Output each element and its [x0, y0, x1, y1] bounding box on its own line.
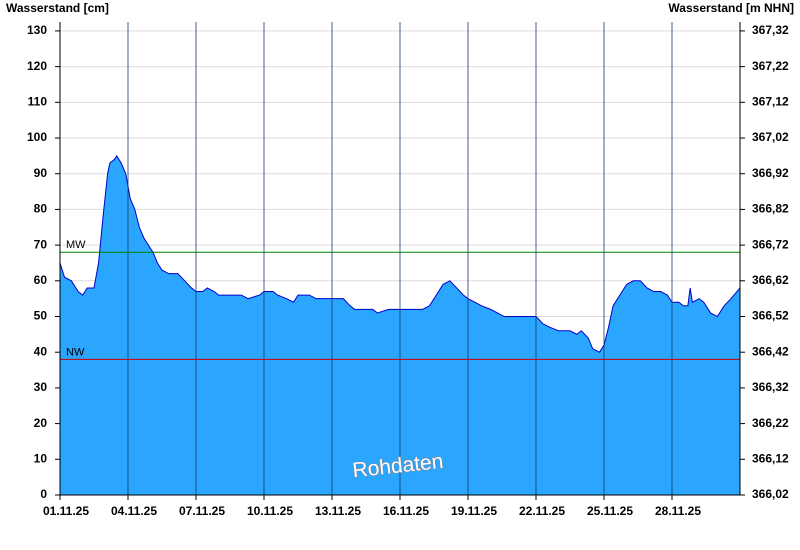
- y2-tick-label: 367,22: [752, 59, 789, 73]
- y2-tick-label: 366,22: [752, 416, 789, 430]
- y-tick-label: 90: [34, 166, 48, 180]
- y2-tick-label: 367,32: [752, 23, 789, 37]
- y-tick-label: 70: [34, 237, 48, 251]
- x-tick-label: 10.11.25: [247, 504, 293, 518]
- y-axis-title: Wasserstand [cm]: [6, 1, 109, 15]
- y2-tick-label: 366,62: [752, 273, 789, 287]
- x-tick-label: 22.11.25: [519, 504, 565, 518]
- y2-tick-label: 366,32: [752, 380, 789, 394]
- x-tick-label: 13.11.25: [315, 504, 361, 518]
- y-tick-label: 60: [34, 273, 48, 287]
- y-tick-label: 130: [27, 23, 47, 37]
- y2-tick-label: 366,52: [752, 309, 789, 323]
- y-tick-label: 10: [34, 451, 48, 465]
- reference-label: MW: [66, 239, 86, 251]
- y-tick-label: 100: [27, 130, 47, 144]
- y2-tick-label: 366,72: [752, 237, 789, 251]
- y2-tick-label: 367,02: [752, 130, 789, 144]
- y2-tick-label: 366,12: [752, 451, 789, 465]
- y2-tick-label: 367,12: [752, 94, 789, 108]
- y2-axis-title: Wasserstand [m NHN]: [668, 1, 794, 15]
- x-tick-label: 04.11.25: [111, 504, 157, 518]
- x-tick-label: 16.11.25: [383, 504, 429, 518]
- x-tick-label: 28.11.25: [655, 504, 701, 518]
- area-line: [59, 154, 741, 353]
- y-tick-label: 0: [40, 487, 47, 501]
- y-tick-label: 80: [34, 202, 48, 216]
- reference-label: NW: [66, 346, 85, 358]
- x-tick-label: 01.11.25: [43, 504, 89, 518]
- x-tick-label: 25.11.25: [587, 504, 633, 518]
- y-tick-label: 40: [34, 344, 48, 358]
- y2-tick-label: 366,02: [752, 487, 789, 501]
- y-tick-label: 30: [34, 380, 48, 394]
- y-tick-label: 110: [28, 94, 48, 108]
- x-tick-label: 07.11.25: [179, 504, 225, 518]
- y2-tick-label: 366,42: [752, 344, 789, 358]
- y-tick-label: 50: [34, 309, 48, 323]
- y-tick-label: 120: [27, 59, 47, 73]
- y2-tick-label: 366,82: [752, 202, 789, 216]
- y-tick-label: 20: [34, 416, 48, 430]
- y2-tick-label: 366,92: [752, 166, 789, 180]
- x-tick-label: 19.11.25: [451, 504, 497, 518]
